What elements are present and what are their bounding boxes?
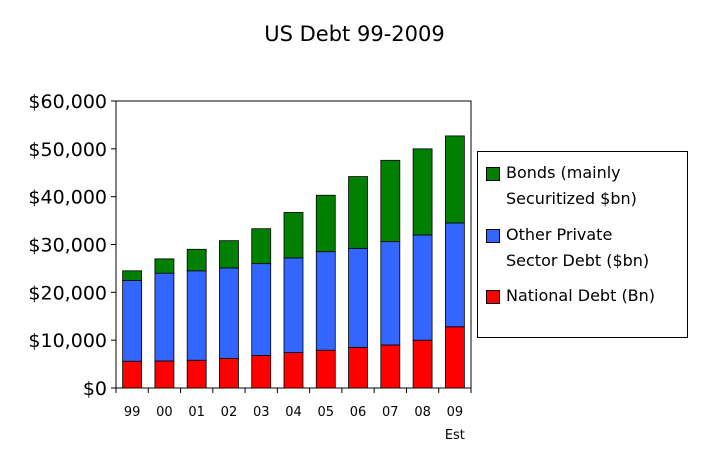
y-tick-label: $10,000 (28, 330, 107, 352)
y-tick-label: $30,000 (28, 235, 107, 257)
bar-national-debt (380, 344, 401, 389)
bar-national-debt (283, 352, 304, 389)
x-tick-label: 04 (285, 405, 302, 420)
bar-national-debt (154, 360, 175, 389)
y-tick-label: $50,000 (28, 139, 107, 161)
bar-bonds (444, 135, 465, 224)
y-tick-label: $20,000 (28, 282, 107, 304)
y-tick-label: $40,000 (28, 187, 107, 209)
chart-legend: Bonds (mainly Securitized $bn) Other Pri… (477, 151, 688, 338)
x-tick-label: 03 (253, 405, 270, 420)
bar-other-private-debt (122, 279, 143, 362)
x-tick-label: 99 (124, 405, 141, 420)
bar-national-debt (186, 359, 207, 389)
bar-national-debt (251, 355, 272, 389)
bar-national-debt (219, 357, 239, 389)
bar-bonds (154, 258, 175, 274)
bar-national-debt (348, 346, 368, 389)
bar-bonds (251, 228, 272, 265)
bar-bonds (380, 159, 401, 243)
x-tick-label: 06 (350, 405, 367, 420)
y-tick-label: $60,000 (28, 91, 107, 113)
bar-bonds (122, 270, 143, 281)
x-tick-label: 07 (382, 405, 399, 420)
bar-other-private-debt (444, 222, 465, 328)
bar-bonds (186, 248, 207, 272)
legend-swatch-national (486, 290, 500, 304)
bar-other-private-debt (348, 247, 368, 348)
bar-bonds (219, 240, 239, 269)
bar-other-private-debt (315, 251, 336, 351)
bar-other-private-debt (186, 270, 207, 361)
y-tick-label: $0 (83, 378, 107, 400)
bar-bonds (348, 176, 368, 249)
bar-other-private-debt (412, 234, 433, 341)
x-tick-label: 09 (447, 405, 464, 420)
bar-other-private-debt (154, 272, 175, 362)
bar-other-private-debt (251, 263, 272, 356)
x-tick-label: 05 (317, 405, 334, 420)
x-tick-label: 01 (188, 405, 205, 420)
bar-other-private-debt (219, 267, 239, 359)
bar-bonds (412, 148, 433, 236)
legend-swatch-bonds (486, 167, 500, 181)
x-tick-label: 08 (414, 405, 431, 420)
x-tick-sublabel: Est (445, 428, 465, 443)
bar-other-private-debt (283, 257, 304, 354)
bar-other-private-debt (380, 241, 401, 346)
bar-national-debt (315, 349, 336, 389)
legend-label-bonds: Bonds (mainly Securitized $bn) (506, 163, 637, 208)
x-tick-label: 00 (156, 405, 173, 420)
bar-bonds (315, 194, 336, 253)
bar-national-debt (444, 326, 465, 389)
legend-label-other-private: Other Private Sector Debt ($bn) (506, 225, 650, 270)
legend-swatch-other-private (486, 229, 500, 243)
chart-title: US Debt 99-2009 (264, 22, 445, 46)
x-tick-label: 02 (221, 405, 238, 420)
bar-national-debt (412, 339, 433, 389)
bar-national-debt (122, 360, 143, 389)
legend-label-national: National Debt (Bn) (506, 286, 656, 305)
bar-bonds (283, 212, 304, 259)
